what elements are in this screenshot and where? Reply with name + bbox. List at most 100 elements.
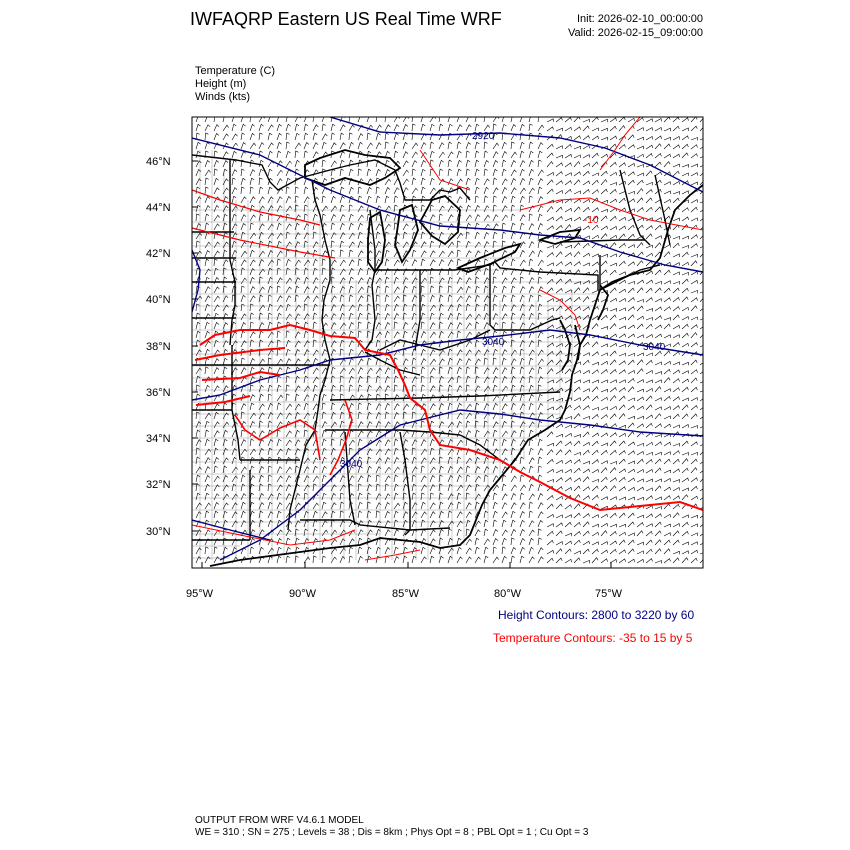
wind-barb: [564, 441, 572, 447]
wind-barb: [402, 223, 409, 231]
wind-barb: [357, 438, 363, 447]
wind-barb: [600, 290, 608, 294]
wind-barb: [411, 357, 417, 366]
wind-barb: [474, 150, 480, 159]
wind-barb: [573, 531, 581, 537]
lon-labels: 95°W 90°W 85°W 80°W 75°W: [186, 588, 623, 600]
wind-barb: [231, 358, 238, 366]
wind-barb: [483, 124, 490, 132]
wind-barb: [240, 294, 246, 303]
wind-barb: [285, 439, 292, 447]
wind-barb: [573, 557, 581, 564]
wind-barb: [519, 555, 525, 564]
wind-barb: [555, 343, 563, 348]
wind-barb: [636, 442, 644, 447]
wind-barb: [276, 339, 281, 348]
wind-barb: [285, 546, 291, 555]
wind-barb: [591, 395, 599, 402]
wind-barb: [312, 376, 319, 384]
wind-barb: [492, 519, 497, 528]
wind-barb: [447, 331, 454, 339]
wind-barb: [672, 530, 680, 537]
wind-barb: [213, 339, 219, 348]
wind-barb: [213, 276, 220, 285]
wind-barb: [609, 359, 617, 366]
wind-barb: [285, 384, 290, 393]
wind-barb: [591, 189, 599, 195]
wind-barb: [636, 287, 644, 294]
wind-barb: [366, 519, 372, 528]
wind-barb: [645, 539, 653, 546]
wind-barb: [411, 168, 416, 177]
wind-barb: [249, 142, 257, 150]
wind-barb: [618, 279, 626, 285]
wind-barb: [519, 529, 525, 537]
wind-barb: [456, 366, 462, 375]
wind-barb: [231, 240, 237, 249]
wind-barb: [537, 366, 543, 375]
wind-barb: [465, 250, 472, 258]
wind-barb: [267, 285, 273, 294]
wind-barb: [690, 117, 698, 123]
wind-barb: [357, 277, 364, 285]
wind-barb: [528, 546, 534, 555]
lon-label: 80°W: [494, 588, 522, 600]
wind-barb: [357, 150, 363, 159]
wind-barb: [213, 484, 220, 492]
wind-barb: [249, 519, 256, 528]
wind-barb: [510, 510, 516, 519]
wind-barb: [375, 285, 381, 294]
wind-barb: [438, 259, 445, 267]
wind-barb: [546, 216, 554, 222]
wind-barb: [492, 367, 499, 375]
wind-barb: [600, 314, 608, 321]
wind-barb: [402, 117, 409, 123]
wind-barb: [483, 205, 490, 213]
wind-barb: [456, 402, 462, 411]
wind-barb: [357, 312, 363, 321]
wind-barb: [321, 429, 327, 438]
wind-barb: [294, 313, 301, 321]
wind-barb: [339, 375, 344, 384]
wind-barb: [321, 178, 328, 186]
wind-barb: [222, 519, 228, 528]
wind-barb: [591, 531, 599, 537]
wind-barb: [555, 334, 563, 339]
wind-barb: [339, 151, 345, 159]
wind-barb: [465, 231, 470, 240]
wind-barb: [672, 468, 680, 474]
wind-barb: [474, 402, 480, 411]
wind-barb: [636, 423, 644, 429]
wind-barb: [429, 529, 436, 537]
wind-barb: [492, 429, 498, 438]
wind-barb: [564, 162, 572, 168]
wind-barb: [573, 126, 581, 132]
wind-barb: [627, 352, 635, 357]
wind-barb: [276, 529, 283, 537]
wind-barb: [204, 117, 211, 123]
wind-barb: [483, 232, 489, 240]
wind-barb: [420, 492, 425, 501]
wind-barb: [222, 357, 228, 366]
wind-barb: [573, 423, 581, 429]
wind-barb: [240, 384, 246, 393]
wind-barb: [438, 330, 444, 339]
wind-barb: [411, 384, 416, 393]
wind-barb: [348, 546, 353, 555]
wind-barb: [321, 474, 327, 483]
wind-barb: [339, 358, 346, 366]
wind-barb: [411, 555, 417, 564]
wind-barb: [312, 357, 318, 366]
wind-barb: [384, 285, 389, 294]
wind-barb: [528, 304, 535, 312]
wind-barb: [420, 393, 426, 402]
wind-barb: [384, 520, 391, 528]
wind-barb: [699, 127, 703, 132]
wind-barb: [582, 559, 590, 564]
wind-barb: [555, 378, 563, 384]
wind-barb: [528, 267, 534, 276]
wind-barb: [321, 294, 326, 303]
wind-barb: [285, 132, 290, 141]
wind-barb: [411, 151, 418, 159]
